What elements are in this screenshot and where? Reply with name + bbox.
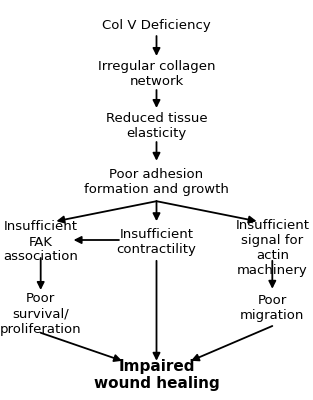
Text: Poor
survival/
proliferation: Poor survival/ proliferation (0, 292, 81, 336)
Text: Poor adhesion
formation and growth: Poor adhesion formation and growth (84, 168, 229, 196)
Text: Insufficient
FAK
association: Insufficient FAK association (3, 220, 78, 264)
Text: Insufficient
contractility: Insufficient contractility (116, 228, 197, 256)
Text: Irregular collagen
network: Irregular collagen network (98, 60, 215, 88)
Text: Poor
migration: Poor migration (240, 294, 305, 322)
Text: Insufficient
signal for
actin
machinery: Insufficient signal for actin machinery (235, 219, 309, 277)
Text: Col V Deficiency: Col V Deficiency (102, 20, 211, 32)
Text: Impaired
wound healing: Impaired wound healing (94, 359, 219, 391)
Text: Reduced tissue
elasticity: Reduced tissue elasticity (106, 112, 207, 140)
